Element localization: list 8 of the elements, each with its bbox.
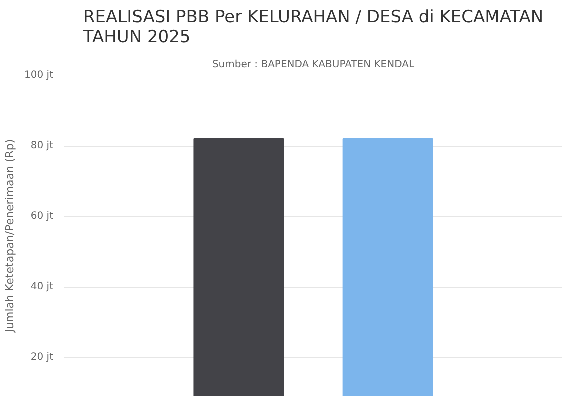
y-tick-label: 40 jt <box>30 282 54 293</box>
chart-subtitle: Sumber : BAPENDA KABUPATEN KENDAL <box>212 60 415 70</box>
chart-title: REALISASI PBB Per KELURAHAN / DESA di KECAMATAN TAHUN 2025 <box>82 8 544 48</box>
y-tick-label: 60 jt <box>30 211 54 222</box>
y-tick-label: 80 jt <box>30 140 54 152</box>
y-axis-title: Jumlah Ketetapan/Penerimaan (Rp) <box>4 139 17 334</box>
y-tick-label: 20 jt <box>30 352 54 364</box>
y-tick-label: 100 jt <box>24 70 54 81</box>
